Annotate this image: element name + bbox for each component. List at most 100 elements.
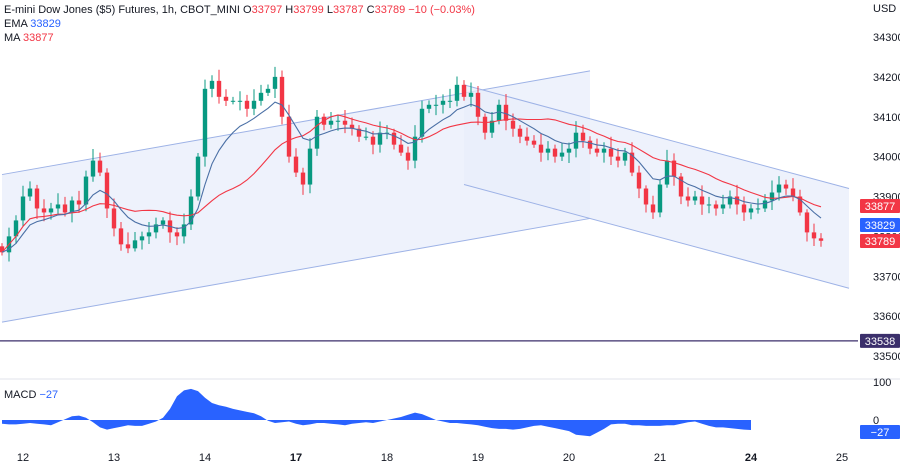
candle-body [461, 84, 467, 97]
candle-body [27, 188, 33, 197]
candle-body [601, 148, 607, 153]
candle-body [720, 204, 726, 209]
indicator-lines [1, 101, 822, 253]
candle-body [580, 132, 586, 141]
candle-body [132, 240, 138, 249]
candle-body [454, 84, 460, 101]
candle-body [566, 148, 572, 153]
macd-legend[interactable]: MACD −27 [4, 389, 58, 401]
candle-body [468, 92, 474, 97]
price-axis[interactable]: USD3430034200341003400033900338003370033… [873, 3, 900, 427]
candle-body [188, 196, 194, 225]
ema-legend[interactable]: EMA 33829 [4, 18, 61, 30]
macd-tick-label: 0 [873, 415, 879, 427]
ma-label: MA [4, 32, 20, 44]
candle-body [216, 80, 222, 97]
channel-upper-1[interactable] [463, 84, 850, 190]
time-axis[interactable]: 12 13 14 17 18 19 20 21 24 25 [17, 452, 848, 464]
candle-body [90, 160, 96, 177]
candle-body [209, 80, 215, 89]
time-tick-label: 19 [472, 452, 484, 464]
candle-body [748, 208, 754, 213]
candlestick-series [0, 66, 824, 262]
channel-fill-1 [464, 84, 849, 289]
candle-body [552, 148, 558, 157]
candle-body [664, 160, 670, 185]
candle-body [76, 200, 82, 205]
candle-body [524, 136, 530, 141]
macd-value: −27 [39, 389, 59, 401]
price-tick-label: 33700 [873, 271, 900, 283]
candle-body [608, 148, 614, 157]
candle-body [391, 132, 397, 145]
candle-body [762, 200, 768, 209]
candle-body [328, 120, 334, 125]
candle-body [755, 208, 761, 210]
candle-body [398, 144, 404, 153]
ma-value: 33877 [22, 32, 54, 44]
price-tag-33877-bg [860, 199, 900, 213]
price-tick-label: 34200 [873, 72, 900, 84]
candle-body [174, 232, 180, 237]
candle-body [790, 188, 796, 197]
candle-body [146, 232, 152, 237]
candle-body [307, 148, 313, 185]
candle-body [489, 120, 495, 133]
time-tick-label: 20 [563, 452, 575, 464]
channel-lower-1[interactable] [463, 184, 850, 289]
candle-body [482, 116, 488, 133]
candle-body [342, 120, 348, 125]
candle-body [0, 246, 5, 253]
price-tag-33829-bg [860, 218, 900, 232]
candle-body [496, 104, 502, 121]
ma-line[interactable] [1, 114, 822, 253]
price-tag-33829-text: 33829 [865, 220, 896, 232]
channel-lower-0[interactable] [1, 217, 591, 323]
ma-legend[interactable]: MA 33877 [4, 32, 54, 44]
time-tick-label: 25 [836, 452, 848, 464]
candle-body [55, 204, 61, 209]
price-tick-label: 34300 [873, 32, 900, 44]
macd-area [2, 388, 751, 437]
candle-body [804, 212, 810, 233]
time-tick-label: 13 [108, 452, 120, 464]
candle-body [13, 220, 19, 237]
candle-body [517, 128, 523, 137]
price-tick-label: 34100 [873, 112, 900, 124]
ema-line[interactable] [1, 101, 822, 253]
candle-body [412, 136, 418, 161]
macd-value-tag: −27 [860, 425, 900, 439]
candle-body [237, 100, 243, 102]
candle-body [335, 120, 341, 122]
candle-body [363, 136, 369, 138]
candle-body [643, 188, 649, 205]
time-tick-label: 18 [381, 452, 393, 464]
candle-body [279, 76, 285, 117]
time-tick-label: 14 [199, 452, 211, 464]
channel-fill-0 [2, 70, 590, 323]
price-tag-33789-bg [860, 234, 900, 248]
price-tag-33789-text: 33789 [865, 236, 896, 248]
candle-body [69, 200, 75, 213]
candle-body [622, 152, 628, 161]
price-tag-33829: 33829 [860, 218, 900, 232]
candle-body [615, 156, 621, 161]
symbol-title[interactable]: E-mini Dow Jones ($5) Futures, 1h, CBOT_… [4, 4, 240, 16]
candle-body [545, 148, 551, 153]
ema-value: 33829 [30, 18, 61, 30]
candle-body [741, 204, 747, 213]
candle-body [594, 148, 600, 153]
price-tag-33789: 33789 [860, 234, 900, 248]
candle-body [139, 236, 145, 241]
candle-body [629, 152, 635, 173]
candle-body [265, 88, 271, 93]
candle-body [230, 100, 236, 102]
candle-body [34, 188, 40, 209]
candle-body [20, 196, 26, 221]
candle-body [153, 224, 159, 233]
currency-label: USD [873, 3, 896, 15]
candle-body [447, 100, 453, 102]
candle-body [440, 100, 446, 105]
candle-body [286, 116, 292, 157]
